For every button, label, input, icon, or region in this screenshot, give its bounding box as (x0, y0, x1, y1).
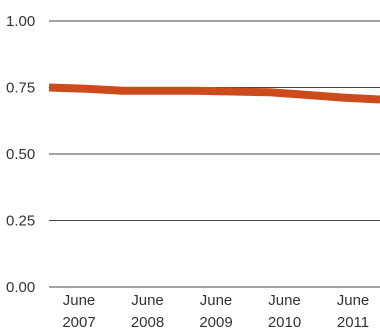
data-point (305, 94, 307, 96)
x-axis-tick-labels: June 2007 June 2008 June 2009 June 2010 June 2011 (62, 292, 369, 329)
x-tick-label-month: June (63, 292, 96, 309)
x-tick-label-year: 2007 (62, 314, 95, 329)
x-tick-label-month: June (268, 292, 301, 309)
data-point (48, 87, 50, 88)
x-tick-label-year: 2011 (337, 314, 369, 329)
x-tick-label-year: 2008 (131, 314, 164, 329)
data-point (195, 90, 197, 92)
gridlines (49, 20, 380, 288)
data-point (232, 90, 234, 92)
data-point (269, 91, 271, 93)
y-axis-tick-labels: 0.00 0.25 0.50 0.75 1.00 (6, 13, 35, 296)
y-tick-label: 1.00 (6, 13, 35, 30)
x-tick-label-year: 2009 (199, 314, 232, 329)
x-tick-label-month: June (337, 292, 370, 309)
data-point (342, 97, 344, 99)
y-tick-label: 0.25 (6, 213, 35, 230)
data-point (122, 90, 124, 92)
y-tick-label: 0.75 (6, 80, 35, 97)
x-tick-label-year: 2010 (268, 314, 301, 329)
data-point (85, 88, 87, 90)
series-layer (48, 83, 380, 104)
y-tick-label: 0.50 (6, 146, 35, 163)
series-line (48, 83, 380, 104)
x-tick-label-month: June (131, 292, 164, 309)
data-point (158, 90, 160, 92)
x-tick-label-month: June (200, 292, 233, 309)
y-tick-label: 0.00 (6, 279, 35, 296)
